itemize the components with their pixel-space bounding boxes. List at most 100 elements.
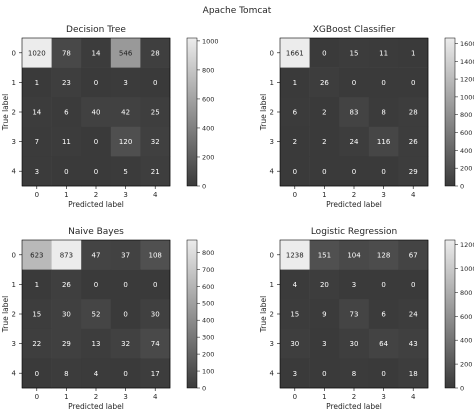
y-tick-label: 0 [12,49,16,57]
heatmap-cell [51,269,82,300]
cell-value-label: 0 [381,168,385,176]
cell-value-label: 8 [352,370,356,378]
heatmap-cell [398,126,429,157]
colorbar-tick-label: 800 [202,249,214,257]
heatmap-cell [110,358,141,389]
colorbar-tick-label: 100 [202,368,214,376]
cell-value-label: 0 [64,168,68,176]
heatmap-cell [398,97,429,128]
heatmap-cell [368,299,399,330]
cell-value-label: 14 [92,49,101,57]
colorbar-tick-label: 1600 [460,40,474,48]
cell-value-label: 0 [94,281,98,289]
heatmap-cell [339,126,370,157]
colorbar-tick-label: 300 [202,334,214,342]
cell-value-label: 7 [35,138,39,146]
heatmap-cell [81,97,112,128]
colorbar-tick-label: 400 [202,124,214,132]
heatmap-cell [339,299,370,330]
heatmap-cell [81,126,112,157]
cell-value-label: 21 [151,168,160,176]
cell-value-label: 9 [322,311,326,319]
heatmap-cell [81,38,112,68]
heatmap-cell [280,328,310,359]
colorbar-tick-label: 700 [202,266,214,274]
cell-value-label: 3 [123,79,127,87]
heatmap-cell [309,38,340,68]
heatmap-cell [81,67,112,98]
colorbar-tick-label: 200 [202,351,214,359]
heatmap-cell [22,126,52,157]
cell-value-label: 1238 [286,251,304,259]
cell-value-label: 83 [350,109,359,117]
heatmap-cell [22,97,52,128]
heatmap-cell [280,299,310,330]
colorbar [444,239,456,389]
heatmap-cell [51,358,82,389]
cell-value-label: 104 [347,251,361,259]
colorbar-tick-label: 1000 [460,93,474,101]
heatmap-cell [140,328,171,359]
cell-value-label: 26 [409,138,418,146]
heatmap-cell [368,97,399,128]
x-axis-label: Predicted label [68,200,124,209]
heatmap-cell [398,269,429,300]
cell-value-label: 128 [377,251,390,259]
x-tick-label: 0 [35,393,39,401]
cell-value-label: 120 [119,138,132,146]
x-tick-label: 2 [352,393,356,401]
heatmap-cell [368,269,399,300]
y-tick-label: 1 [270,281,274,289]
colorbar-tick-label: 600 [460,129,472,137]
cell-value-label: 3 [322,340,326,348]
heatmap-cell [81,358,112,389]
heatmap-cell [280,156,310,187]
heatmap-cell [22,67,52,98]
heatmap-cell [398,328,429,359]
cell-value-label: 4 [94,370,99,378]
cell-value-label: 64 [379,340,388,348]
cell-value-label: 11 [62,138,71,146]
heatmap-cell [22,240,52,270]
x-axis-label: Predicted label [68,402,124,411]
heatmap-cell [339,97,370,128]
heatmap-cell [339,67,370,98]
heatmap-cell [140,156,171,187]
cell-value-label: 22 [32,340,41,348]
colorbar-tick-label: 1200 [460,241,474,249]
heatmap-cell [339,269,370,300]
heatmap-cell [339,156,370,187]
y-axis-label: True label [259,94,268,131]
colorbar [186,239,198,389]
x-tick-label: 1 [64,191,68,199]
cell-value-label: 26 [62,281,71,289]
heatmap-cell [51,240,82,270]
cell-value-label: 0 [94,79,98,87]
heatmap-cell [280,358,310,389]
colorbar-tick-label: 400 [460,147,472,155]
heatmap-cell [368,126,399,157]
cell-value-label: 42 [121,109,130,117]
cell-value-label: 52 [92,311,101,319]
heatmap-cell [368,67,399,98]
y-tick-label: 3 [12,138,16,146]
heatmap-cell [51,67,82,98]
colorbar-tick-label: 600 [460,313,472,321]
heatmap-cell [309,358,340,389]
heatmap-cell [398,38,429,68]
x-tick-label: 2 [94,393,98,401]
x-tick-label: 2 [94,191,98,199]
heatmap-cell [140,358,171,389]
y-tick-label: 3 [270,340,274,348]
cell-value-label: 30 [151,311,160,319]
heatmap-cell [51,328,82,359]
cell-value-label: 8 [64,370,68,378]
heatmap-cell [140,97,171,128]
cell-value-label: 0 [94,168,98,176]
heatmap-cell [309,97,340,128]
figure-suptitle: Apache Tomcat [203,6,272,16]
colorbar-tick-label: 0 [202,183,206,191]
cell-value-label: 546 [119,49,133,57]
cell-value-label: 1 [411,49,415,57]
